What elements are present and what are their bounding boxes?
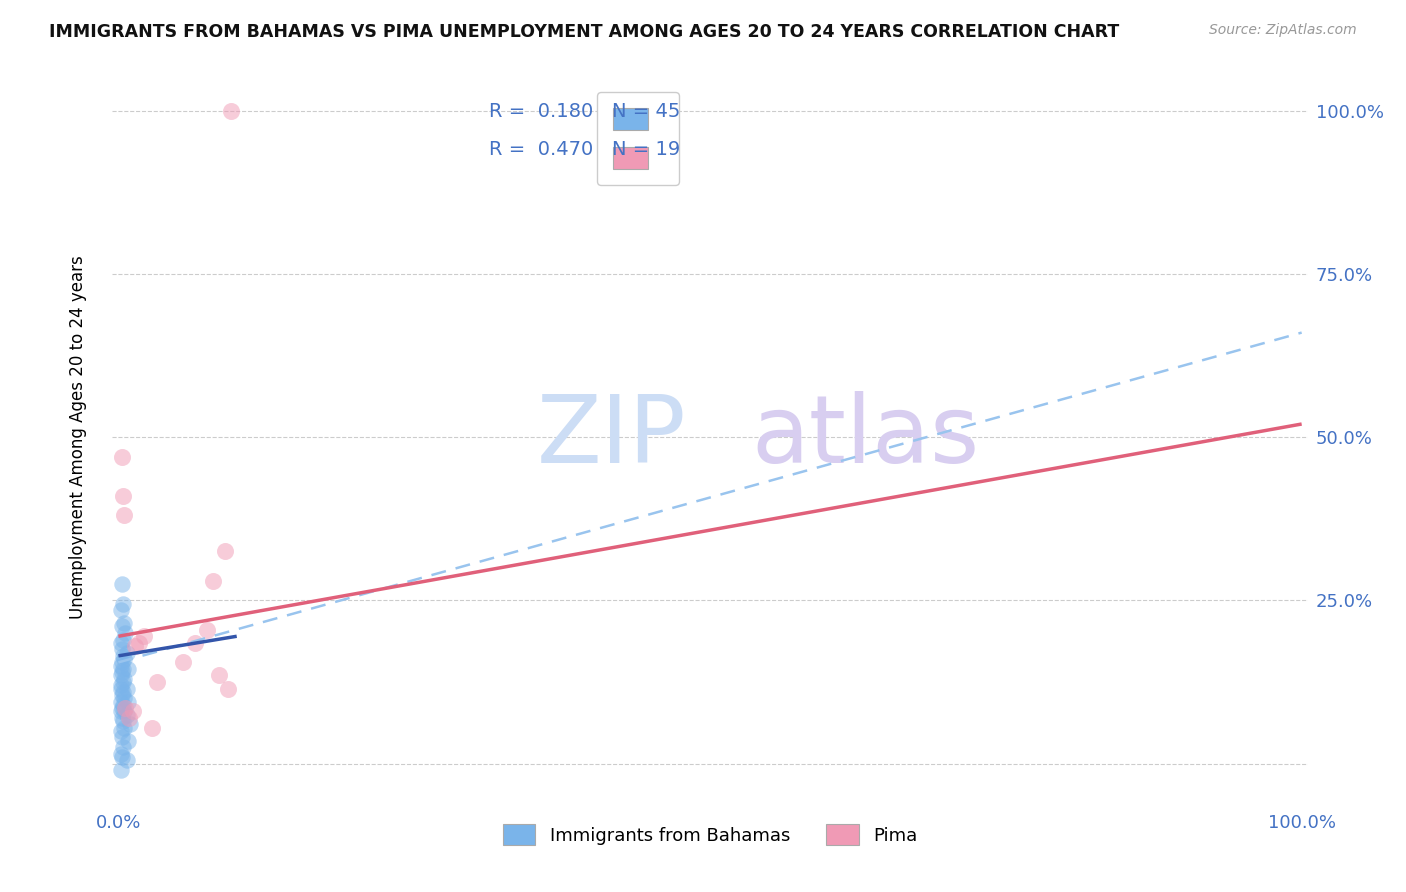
Point	[184, 636, 207, 650]
Point	[115, 681, 138, 696]
Point	[146, 675, 169, 690]
Point	[111, 665, 134, 680]
Point	[112, 698, 135, 712]
Point	[112, 685, 135, 699]
Point	[124, 639, 146, 653]
Point	[115, 707, 138, 722]
Point	[117, 695, 139, 709]
Point	[112, 721, 135, 735]
Point	[110, 658, 132, 673]
Point	[114, 701, 136, 715]
Y-axis label: Unemployment Among Ages 20 to 24 years: Unemployment Among Ages 20 to 24 years	[69, 255, 87, 619]
Point	[112, 675, 135, 690]
Point	[134, 629, 156, 643]
Point	[112, 740, 135, 755]
Text: Source: ZipAtlas.com: Source: ZipAtlas.com	[1209, 23, 1357, 37]
Point	[112, 632, 135, 647]
Point	[111, 619, 134, 633]
Point	[114, 626, 136, 640]
Point	[111, 577, 134, 591]
Text: atlas: atlas	[752, 391, 980, 483]
Point	[219, 103, 242, 118]
Point	[112, 652, 135, 666]
Point	[120, 717, 142, 731]
Point	[111, 450, 134, 464]
Text: ZIP: ZIP	[537, 391, 686, 483]
Point	[111, 750, 134, 764]
Point	[110, 763, 132, 777]
Point	[112, 648, 135, 663]
Point	[110, 723, 132, 738]
Point	[117, 733, 139, 747]
Point	[111, 731, 134, 745]
Legend: Immigrants from Bahamas, Pima: Immigrants from Bahamas, Pima	[488, 810, 932, 860]
Point	[111, 688, 134, 702]
Point	[111, 642, 134, 657]
Point	[111, 656, 134, 670]
Point	[110, 681, 132, 696]
Point	[112, 714, 135, 728]
Point	[112, 616, 135, 631]
Text: R =  0.470   N = 19: R = 0.470 N = 19	[489, 140, 681, 159]
Point	[121, 705, 143, 719]
Point	[111, 711, 134, 725]
Point	[115, 753, 138, 767]
Point	[110, 668, 132, 682]
Point	[208, 668, 231, 682]
Point	[110, 603, 132, 617]
Point	[141, 721, 163, 735]
Point	[172, 656, 194, 670]
Point	[110, 695, 132, 709]
Point	[112, 489, 135, 503]
Point	[112, 597, 135, 611]
Point	[112, 705, 135, 719]
Text: R =  0.180   N = 45: R = 0.180 N = 45	[489, 102, 681, 121]
Point	[118, 711, 141, 725]
Point	[112, 691, 135, 706]
Point	[111, 701, 134, 715]
Point	[128, 636, 150, 650]
Point	[112, 508, 135, 523]
Point	[117, 662, 139, 676]
Point	[112, 662, 135, 676]
Point	[202, 574, 225, 588]
Point	[112, 672, 135, 686]
Point	[217, 681, 239, 696]
Point	[110, 747, 132, 761]
Point	[110, 636, 132, 650]
Point	[110, 705, 132, 719]
Point	[115, 646, 138, 660]
Point	[195, 623, 218, 637]
Point	[110, 678, 132, 692]
Point	[214, 544, 236, 558]
Text: IMMIGRANTS FROM BAHAMAS VS PIMA UNEMPLOYMENT AMONG AGES 20 TO 24 YEARS CORRELATI: IMMIGRANTS FROM BAHAMAS VS PIMA UNEMPLOY…	[49, 23, 1119, 41]
